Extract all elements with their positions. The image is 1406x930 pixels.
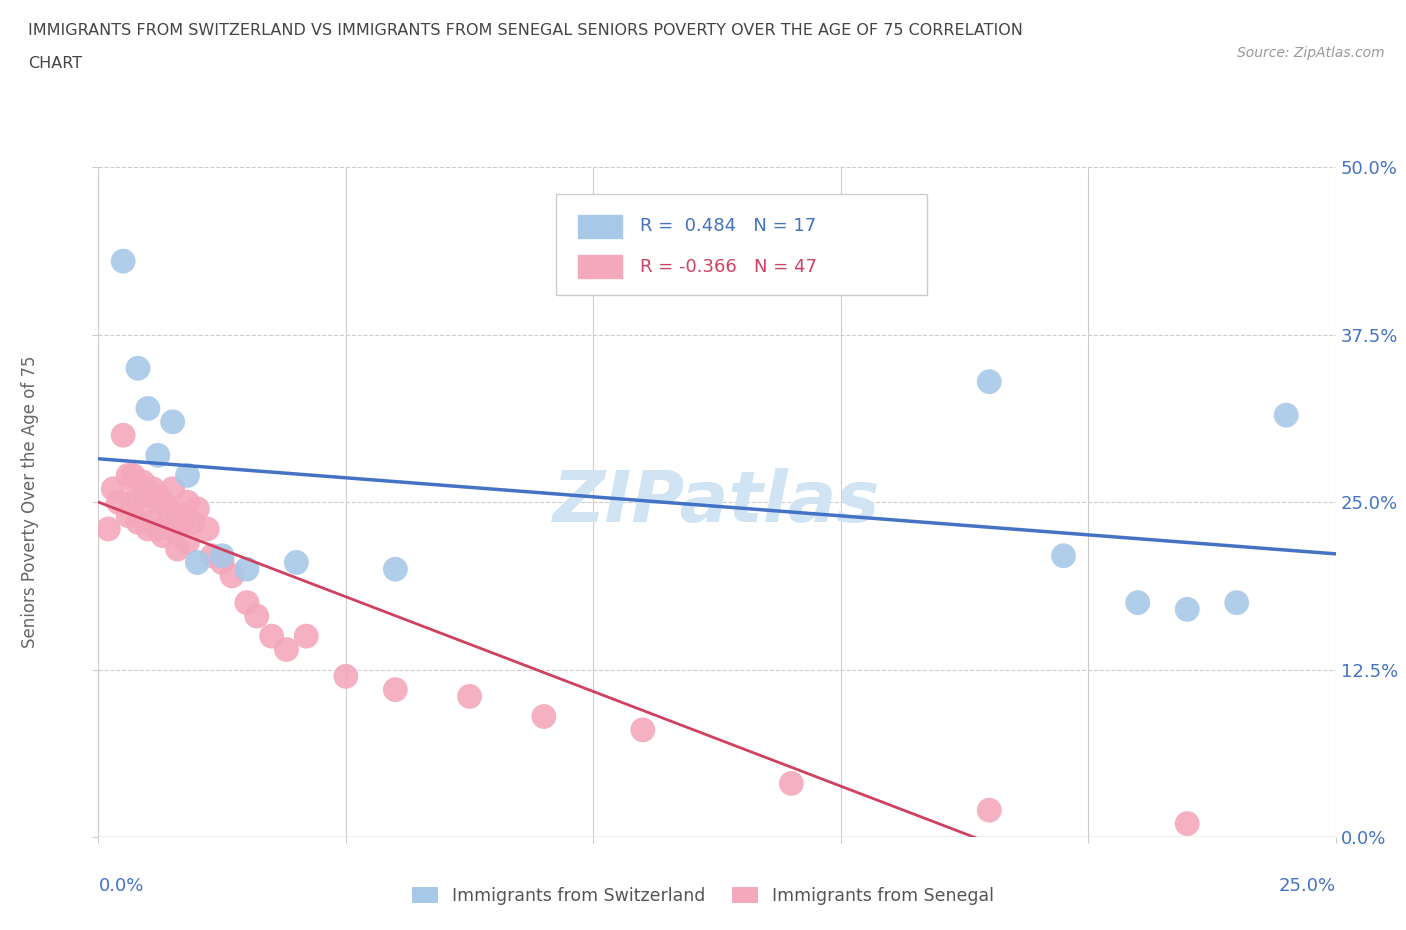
Point [162, 415, 184, 430]
Text: 0.0%: 0.0% [98, 877, 143, 896]
Point [107, 495, 129, 510]
Point [979, 374, 1001, 389]
Point [127, 482, 149, 497]
Point [162, 522, 184, 537]
Point [132, 474, 155, 489]
Point [176, 535, 198, 550]
Point [285, 555, 308, 570]
Text: Seniors Poverty Over the Age of 75: Seniors Poverty Over the Age of 75 [21, 356, 39, 648]
Point [295, 629, 318, 644]
FancyBboxPatch shape [557, 194, 928, 295]
Point [156, 501, 179, 516]
Point [1175, 817, 1198, 831]
Point [979, 803, 1001, 817]
Point [1275, 407, 1298, 422]
Point [132, 501, 155, 516]
Point [384, 562, 406, 577]
Point [195, 522, 218, 537]
Point [112, 428, 135, 443]
Point [1052, 549, 1074, 564]
Point [260, 629, 283, 644]
Point [533, 709, 555, 724]
Point [152, 528, 174, 543]
Point [176, 495, 198, 510]
Point [146, 448, 169, 463]
FancyBboxPatch shape [578, 215, 621, 238]
Text: Source: ZipAtlas.com: Source: ZipAtlas.com [1237, 46, 1385, 60]
Text: CHART: CHART [28, 56, 82, 71]
Point [211, 555, 233, 570]
Point [335, 669, 357, 684]
Point [186, 501, 208, 516]
Text: R = -0.366   N = 47: R = -0.366 N = 47 [640, 258, 817, 275]
Point [1226, 595, 1249, 610]
FancyBboxPatch shape [578, 255, 621, 278]
Point [136, 522, 159, 537]
Text: IMMIGRANTS FROM SWITZERLAND VS IMMIGRANTS FROM SENEGAL SENIORS POVERTY OVER THE : IMMIGRANTS FROM SWITZERLAND VS IMMIGRANT… [28, 23, 1024, 38]
Point [236, 595, 259, 610]
Point [172, 515, 194, 530]
Point [211, 549, 233, 564]
Point [780, 776, 803, 790]
Point [1126, 595, 1149, 610]
Point [127, 515, 149, 530]
Text: ZIPatlas: ZIPatlas [554, 468, 880, 537]
Point [136, 401, 159, 416]
Point [152, 495, 174, 510]
Point [221, 568, 243, 583]
Point [127, 361, 149, 376]
Point [384, 683, 406, 698]
Point [136, 488, 159, 503]
Point [103, 482, 125, 497]
Point [166, 541, 188, 556]
Text: 25.0%: 25.0% [1278, 877, 1336, 896]
Point [117, 468, 139, 483]
Point [97, 522, 120, 537]
Point [122, 495, 145, 510]
Point [1175, 602, 1198, 617]
Legend: Immigrants from Switzerland, Immigrants from Senegal: Immigrants from Switzerland, Immigrants … [405, 880, 1001, 912]
Text: R =  0.484   N = 17: R = 0.484 N = 17 [640, 218, 817, 235]
Point [146, 522, 169, 537]
Point [201, 549, 224, 564]
Point [142, 482, 165, 497]
Point [246, 608, 269, 623]
Point [458, 689, 481, 704]
Point [166, 508, 188, 523]
Point [236, 562, 259, 577]
Point [631, 723, 654, 737]
Point [117, 508, 139, 523]
Point [176, 468, 198, 483]
Point [122, 468, 145, 483]
Point [162, 482, 184, 497]
Point [112, 254, 135, 269]
Point [142, 515, 165, 530]
Point [186, 555, 208, 570]
Point [146, 488, 169, 503]
Point [276, 642, 298, 657]
Point [181, 515, 204, 530]
